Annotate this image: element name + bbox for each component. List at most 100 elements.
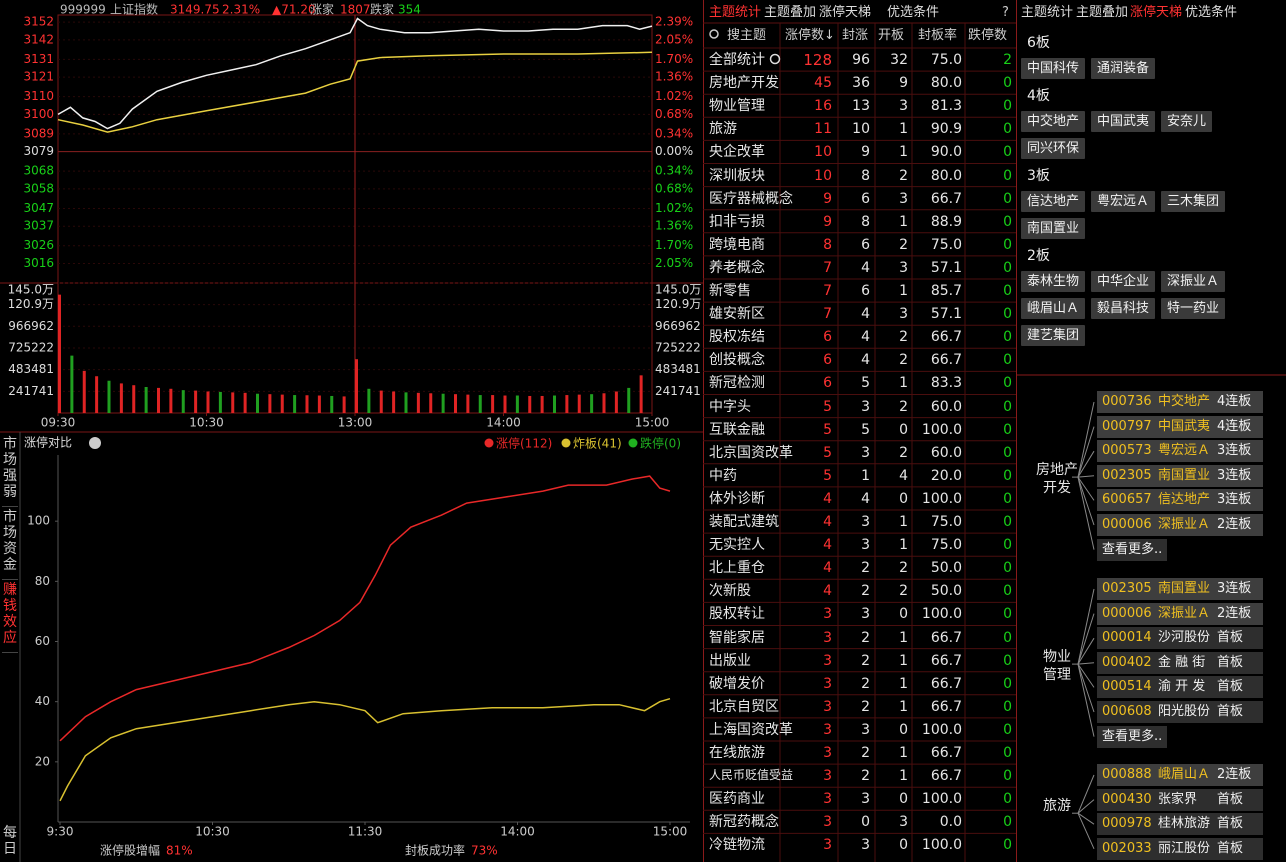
theme-name[interactable]: 股权冻结 — [709, 329, 765, 346]
theme-name[interactable]: 人民币贬值受益 — [709, 768, 794, 783]
theme-name[interactable]: 中字头 — [709, 398, 751, 415]
theme-name[interactable]: 养老概念 — [709, 259, 765, 276]
table-cell: 4 — [861, 306, 870, 323]
side-tab[interactable]: 每日 — [2, 825, 18, 862]
stock-row[interactable]: 000402 金 融 街首板 — [1097, 651, 1263, 674]
ladder-tab[interactable]: 优选条件 — [1185, 5, 1238, 20]
stock-chip[interactable]: 中国科传 — [1021, 58, 1086, 79]
stock-row[interactable]: 002033 丽江股份 首板 — [1097, 837, 1263, 860]
stock-chip[interactable]: 安奈儿 — [1161, 111, 1213, 132]
side-tab[interactable]: 市场资金 — [2, 509, 18, 580]
stock-chip[interactable]: 中国武夷 — [1091, 111, 1156, 132]
stock-chip[interactable]: 信达地产 — [1021, 191, 1086, 212]
theme-name[interactable]: 雄安新区 — [709, 306, 765, 323]
theme-name[interactable]: 出版业 — [709, 652, 751, 669]
theme-name[interactable]: 智能家居 — [709, 629, 765, 646]
theme-name[interactable]: 新冠药概念 — [709, 814, 779, 831]
theme-name[interactable]: 无实控人 — [709, 537, 765, 554]
stock-row[interactable]: 000736 中交地产 4连板 — [1097, 391, 1263, 413]
stock-row[interactable]: 000006 深振业Ａ 2连板 — [1097, 602, 1263, 625]
stock-chip[interactable]: 三木集团 — [1161, 191, 1226, 212]
stock-chip[interactable]: 中华企业 — [1091, 271, 1156, 292]
stock-row[interactable]: 002305 南国置业 3连板 — [1097, 464, 1263, 487]
theme-tab[interactable]: 主题叠加 — [764, 5, 817, 20]
theme-name[interactable]: 物业管理 — [709, 98, 765, 115]
ladder-tab[interactable]: 涨停天梯 — [1130, 5, 1183, 20]
table-cell: 3 — [823, 837, 832, 854]
theme-tab[interactable]: 主题统计 — [709, 5, 762, 20]
stock-chip[interactable]: 泰林生物 — [1021, 271, 1086, 292]
volume-bar — [82, 370, 86, 413]
tree-branch — [1077, 799, 1095, 814]
more-link[interactable]: 查看更多.. — [1097, 538, 1168, 561]
stock-chip[interactable]: 南国置业 — [1021, 218, 1086, 239]
stock-chip[interactable]: 通润装备 — [1091, 58, 1156, 79]
table-header[interactable]: 搜主题 — [727, 28, 767, 43]
stock-chip[interactable]: 粤宏远Ａ — [1091, 191, 1156, 212]
theme-name[interactable]: 创投概念 — [709, 352, 765, 369]
theme-name[interactable]: 股权转让 — [709, 606, 765, 623]
stock-row[interactable]: 600657 信达地产 3连板 — [1097, 489, 1263, 512]
theme-name[interactable]: 医药商业 — [709, 791, 765, 808]
board-count: 首板 — [1217, 679, 1244, 695]
theme-name[interactable]: 深圳板块 — [709, 167, 765, 184]
theme-name[interactable]: 体外诊断 — [709, 490, 765, 507]
table-header[interactable]: 开板 — [878, 28, 905, 43]
theme-name[interactable]: 北上重仓 — [709, 560, 765, 577]
theme-name[interactable]: 冷链物流 — [709, 837, 765, 854]
side-tab[interactable]: 赚钱效应 — [2, 582, 18, 653]
theme-name[interactable]: 破增发价 — [709, 675, 765, 692]
stock-row[interactable]: 000888 峨眉山Ａ 2连板 — [1097, 764, 1263, 786]
stock-chip[interactable]: 毅昌科技 — [1091, 298, 1156, 319]
ladder-tab[interactable]: 主题统计 — [1021, 5, 1074, 20]
theme-name[interactable]: 装配式建筑 — [709, 514, 779, 530]
stock-chip[interactable]: 峨眉山Ａ — [1021, 298, 1086, 319]
theme-name[interactable]: 新冠检测 — [709, 375, 765, 392]
stock-row[interactable]: 000014 沙河股份 首板 — [1097, 627, 1263, 650]
pct-tick-label: 1.36% — [655, 219, 693, 233]
help-button[interactable]: ? — [1002, 5, 1009, 20]
ladder-tab[interactable]: 主题叠加 — [1076, 5, 1129, 20]
theme-name[interactable]: 北京自贸区 — [709, 698, 779, 715]
table-header[interactable]: 封板率 — [918, 28, 958, 43]
stock-row[interactable]: 000514 渝 开 发首板 — [1097, 676, 1263, 699]
theme-name[interactable]: 旅游 — [709, 121, 737, 138]
theme-name[interactable]: 互联金融 — [709, 421, 765, 438]
table-cell: 2 — [899, 444, 908, 461]
table-cell: 0 — [1003, 421, 1012, 438]
theme-name[interactable]: 新零售 — [709, 283, 751, 299]
table-header[interactable]: 涨停数↓ — [785, 28, 835, 43]
stock-chip[interactable]: 中交地产 — [1021, 111, 1086, 132]
theme-name[interactable]: 次新股 — [709, 583, 751, 600]
theme-name[interactable]: 房地产开发 — [709, 75, 779, 92]
stock-row[interactable]: 000608 阳光股份 首板 — [1097, 701, 1263, 723]
table-cell: 7 — [823, 306, 832, 323]
tree-branch — [1077, 613, 1095, 665]
theme-name[interactable]: 央企改革 — [709, 144, 765, 161]
stock-chip[interactable]: 建艺集团 — [1021, 325, 1086, 346]
stock-chip[interactable]: 深振业Ａ — [1161, 271, 1226, 292]
theme-name[interactable]: 医疗器械概念 — [709, 190, 793, 207]
theme-name[interactable]: 跨境电商 — [709, 236, 765, 253]
table-header[interactable]: 封涨 — [842, 28, 869, 43]
side-tab[interactable]: 市场强弱 — [2, 436, 18, 507]
theme-tab[interactable]: 优选条件 — [887, 5, 940, 20]
stock-row[interactable]: 002305 南国置业 3连板 — [1097, 578, 1263, 600]
more-link[interactable]: 查看更多.. — [1097, 725, 1168, 748]
volume-bar — [70, 355, 74, 413]
stock-chip[interactable]: 同兴环保 — [1021, 138, 1086, 159]
theme-name[interactable]: 扣非亏损 — [709, 213, 765, 230]
theme-name[interactable]: 在线旅游 — [709, 745, 765, 761]
theme-name[interactable]: 全部统计 — [709, 52, 765, 68]
stock-row[interactable]: 000797 中国武夷 4连板 — [1097, 415, 1263, 438]
table-header[interactable]: 跌停数 — [968, 28, 1008, 43]
stock-row[interactable]: 000573 粤宏远Ａ 3连板 — [1097, 440, 1263, 463]
theme-name[interactable]: 北京国资改革 — [709, 444, 793, 461]
theme-name[interactable]: 上海国资改革 — [709, 721, 793, 738]
stock-row[interactable]: 000978 桂林旅游 首板 — [1097, 813, 1263, 836]
stock-row[interactable]: 000006 深振业Ａ 2连板 — [1097, 514, 1263, 536]
stock-row[interactable]: 000430 张家界 首板 — [1097, 788, 1263, 811]
stock-chip[interactable]: 特一药业 — [1161, 298, 1226, 319]
theme-name[interactable]: 中药 — [709, 467, 737, 484]
theme-tab[interactable]: 涨停天梯 — [819, 5, 872, 20]
